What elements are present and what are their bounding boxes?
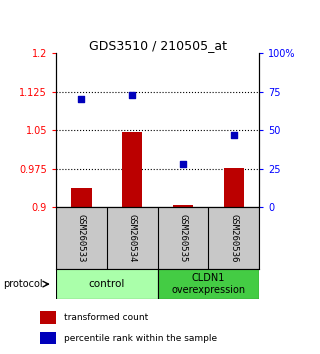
Bar — [122, 132, 142, 207]
Bar — [224, 167, 244, 207]
Point — [231, 132, 236, 138]
Bar — [173, 205, 193, 207]
Title: GDS3510 / 210505_at: GDS3510 / 210505_at — [89, 39, 227, 52]
Bar — [71, 188, 92, 207]
Text: GSM260535: GSM260535 — [179, 214, 188, 262]
Text: GSM260536: GSM260536 — [229, 214, 238, 262]
Point — [130, 92, 135, 97]
Text: percentile rank within the sample: percentile rank within the sample — [63, 333, 217, 343]
Point — [79, 97, 84, 102]
Bar — [56, 269, 158, 299]
Text: GSM260533: GSM260533 — [77, 214, 86, 262]
Bar — [40, 311, 56, 324]
Text: CLDN1
overexpression: CLDN1 overexpression — [171, 273, 245, 295]
Text: GSM260534: GSM260534 — [128, 214, 137, 262]
Text: transformed count: transformed count — [63, 313, 148, 322]
Text: protocol: protocol — [3, 279, 43, 289]
Point — [180, 161, 186, 167]
Text: control: control — [89, 279, 125, 289]
Bar — [158, 269, 259, 299]
Bar — [40, 332, 56, 344]
